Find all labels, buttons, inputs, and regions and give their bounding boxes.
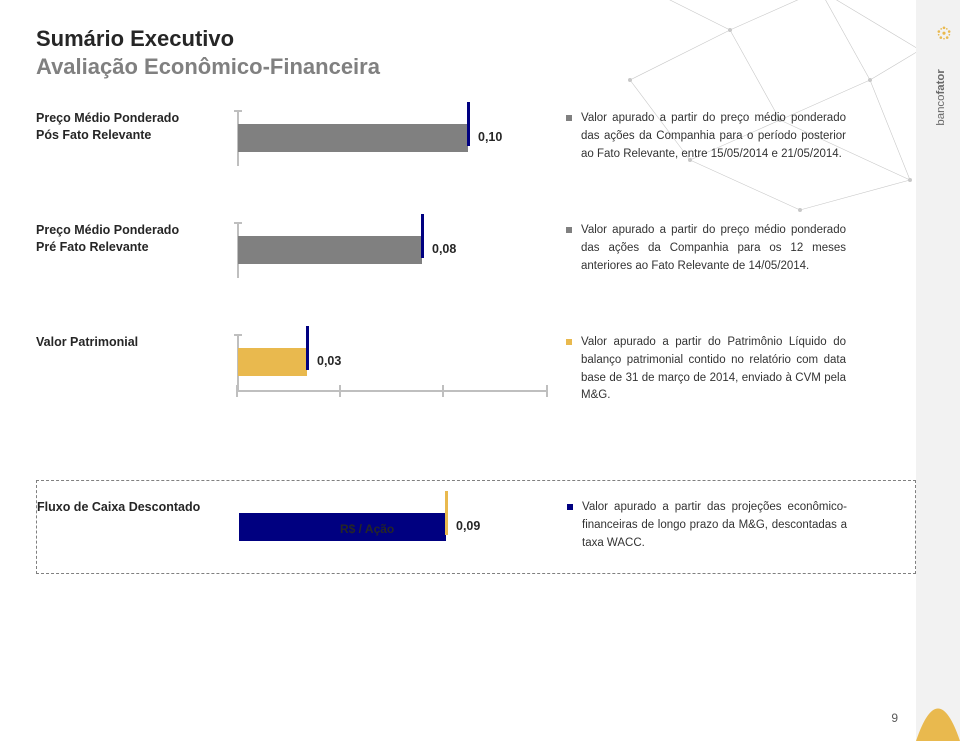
bullet-icon <box>567 504 573 510</box>
axis-title: R$ / Ação <box>340 522 394 536</box>
bar-end-line <box>467 102 470 146</box>
description-text: Valor apurado a partir do preço médio po… <box>581 222 846 275</box>
x-axis <box>236 390 546 420</box>
page-title: Sumário Executivo <box>36 26 380 52</box>
bar-value: 0,08 <box>432 242 456 256</box>
metric-row: Fluxo de Caixa Descontado 0,09 Valor apura… <box>37 499 915 555</box>
metric-bar-cell: 0,10 <box>236 110 546 166</box>
axis-tick <box>546 385 548 397</box>
page-subtitle: Avaliação Econômico-Financeira <box>36 54 380 80</box>
metric-description: Valor apurado a partir do Patrimônio Líq… <box>546 334 846 405</box>
description-text: Valor apurado a partir do Patrimônio Líq… <box>581 334 846 405</box>
bar <box>238 124 468 152</box>
metric-label: Fluxo de Caixa Descontado <box>37 499 237 516</box>
axis-tick <box>442 385 444 397</box>
bar-end-line <box>445 491 448 535</box>
bar <box>238 348 307 376</box>
brand-text: bancofator <box>935 69 947 126</box>
metric-bar-cell: 0,08 <box>236 222 546 278</box>
metric-description: Valor apurado a partir das projeções eco… <box>547 499 847 552</box>
metric-bar-cell: 0,03 <box>236 334 546 424</box>
metrics-content: Preço Médio PonderadoPós Fato Relevante 0… <box>36 110 916 574</box>
bar-end-line <box>421 214 424 258</box>
metric-row: Preço Médio PonderadoPré Fato Relevante 0… <box>36 222 916 278</box>
metric-label: Preço Médio PonderadoPós Fato Relevante <box>36 110 236 144</box>
description-text: Valor apurado a partir do preço médio po… <box>581 110 846 163</box>
bar-value: 0,10 <box>478 130 502 144</box>
metric-label: Valor Patrimonial <box>36 334 236 351</box>
header: Sumário Executivo Avaliação Econômico-Fi… <box>36 26 380 80</box>
sidebar-curve <box>916 621 960 741</box>
bullet-icon <box>566 339 572 345</box>
bullet-icon <box>566 115 572 121</box>
metric-row: Preço Médio PonderadoPós Fato Relevante 0… <box>36 110 916 166</box>
bar <box>238 236 422 264</box>
right-sidebar: bancofator <box>916 0 960 741</box>
description-text: Valor apurado a partir das projeções eco… <box>582 499 847 552</box>
page-number: 9 <box>891 711 898 725</box>
bar-value: 0,03 <box>317 354 341 368</box>
axis-tick <box>236 385 238 397</box>
bullet-icon <box>566 227 572 233</box>
highlighted-metric-box: Fluxo de Caixa Descontado 0,09 Valor apura… <box>36 480 916 574</box>
metric-label: Preço Médio PonderadoPré Fato Relevante <box>36 222 236 256</box>
metric-row: Valor Patrimonial 0,03 Valor apurado a par… <box>36 334 916 424</box>
metric-description: Valor apurado a partir do preço médio po… <box>546 222 846 275</box>
metric-description: Valor apurado a partir do preço médio po… <box>546 110 846 163</box>
bar-value: 0,09 <box>456 519 480 533</box>
axis-tick <box>339 385 341 397</box>
bar-end-line <box>306 326 309 370</box>
